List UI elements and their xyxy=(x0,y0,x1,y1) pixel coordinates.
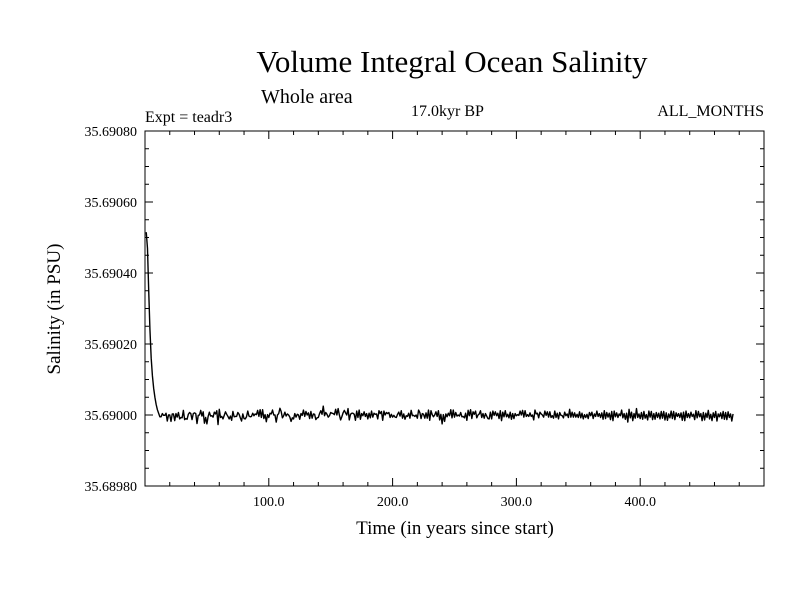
x-axis-label: Time (in years since start) xyxy=(356,518,554,539)
x-tick-label: 400.0 xyxy=(624,495,656,510)
x-tick-label: 200.0 xyxy=(377,495,409,510)
y-axis-label: Salinity (in PSU) xyxy=(44,244,65,375)
chart-title: Volume Integral Ocean Salinity xyxy=(256,44,648,79)
chart-subtitle: Whole area xyxy=(261,86,353,108)
y-tick-label: 35.69080 xyxy=(85,125,138,140)
plot-frame xyxy=(144,130,765,487)
x-tick-label: 100.0 xyxy=(253,495,285,510)
y-tick-label: 35.69000 xyxy=(85,409,138,424)
y-tick-label: 35.69060 xyxy=(85,196,138,211)
y-tick-labels: 35.68980 35.69000 35.69020 35.69040 35.69060… xyxy=(85,125,138,495)
y-tick-label: 35.69040 xyxy=(85,267,138,282)
x-tick-label: 300.0 xyxy=(501,495,533,510)
experiment-label: Expt = teadr3 xyxy=(145,109,232,126)
y-tick-label: 35.69020 xyxy=(85,338,138,353)
y-tick-label: 35.68980 xyxy=(85,480,138,495)
period-label: 17.0kyr BP xyxy=(411,103,484,120)
x-tick-labels: 100.0 200.0 300.0 400.0 xyxy=(253,495,656,510)
axis-ticks xyxy=(145,130,764,487)
months-label: ALL_MONTHS xyxy=(657,103,764,120)
salinity-series-line xyxy=(145,232,734,426)
